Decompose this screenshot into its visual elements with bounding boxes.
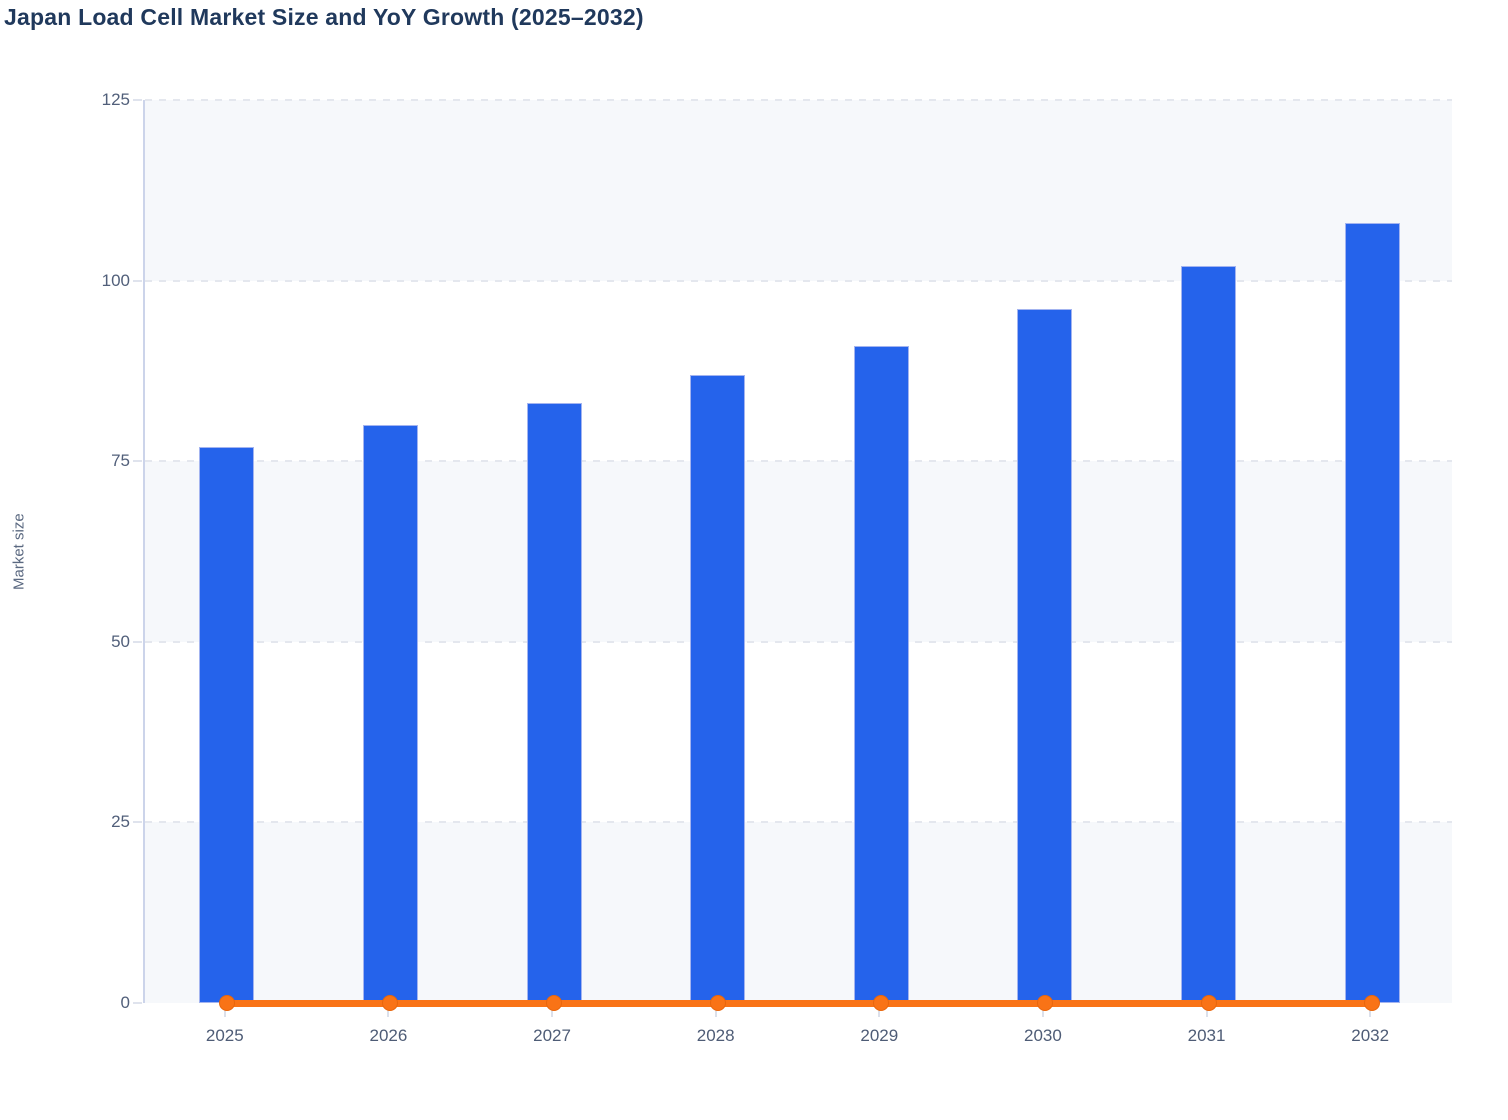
bar-2025[interactable] <box>199 446 255 1003</box>
bar-2027[interactable] <box>526 403 582 1003</box>
x-tick-label-2030: 2030 <box>1024 1026 1062 1045</box>
gridline <box>145 640 1452 643</box>
x-tick-label-2032: 2032 <box>1351 1026 1390 1045</box>
bar-2031[interactable] <box>1181 266 1237 1003</box>
plot-band <box>145 461 1452 642</box>
chart-title: Japan Load Cell Market Size and YoY Grow… <box>4 4 644 30</box>
y-tick-mark <box>133 460 142 463</box>
y-tick-label: 25 <box>111 812 130 832</box>
x-tick-label-2029: 2029 <box>860 1026 899 1045</box>
plot-band <box>145 822 1452 1003</box>
y-tick-label: 75 <box>111 451 130 471</box>
gridline <box>145 821 1452 824</box>
yoy-marker-2028[interactable] <box>709 995 726 1011</box>
y-tick-label: 125 <box>101 90 130 109</box>
y-tick-mark <box>133 821 142 824</box>
y-tick-label: 100 <box>101 270 130 290</box>
y-tick-mark <box>133 640 142 643</box>
plot-band <box>145 100 1452 281</box>
yoy-marker-2026[interactable] <box>382 995 399 1011</box>
y-tick-mark <box>133 279 142 282</box>
yoy-marker-2029[interactable] <box>873 995 890 1011</box>
gridline <box>145 279 1452 282</box>
yoy-marker-2025[interactable] <box>218 995 235 1011</box>
plot-area <box>143 99 1452 1011</box>
y-tick-mark <box>133 99 142 101</box>
x-tick-label-2027: 2027 <box>533 1026 571 1045</box>
yoy-marker-2027[interactable] <box>546 995 563 1011</box>
bar-2026[interactable] <box>362 425 418 1003</box>
x-tick-label-2026: 2026 <box>369 1026 408 1045</box>
y-tick-mark <box>133 1002 142 1004</box>
yoy-marker-2032[interactable] <box>1364 995 1381 1011</box>
yoy-marker-2030[interactable] <box>1036 995 1053 1011</box>
bar-2028[interactable] <box>690 374 746 1003</box>
x-tick-label-2031: 2031 <box>1187 1026 1226 1045</box>
yoy-marker-2031[interactable] <box>1200 995 1217 1011</box>
gridline <box>145 460 1452 463</box>
x-tick-label-2025: 2025 <box>205 1026 244 1045</box>
bar-2030[interactable] <box>1017 309 1073 1003</box>
y-tick-label: 0 <box>120 993 130 1012</box>
gridline <box>145 99 1452 101</box>
bar-2032[interactable] <box>1344 222 1400 1003</box>
yoy-growth-line <box>226 999 1373 1007</box>
x-tick-label-2028: 2028 <box>696 1026 735 1045</box>
y-tick-label: 50 <box>111 631 130 651</box>
bar-2029[interactable] <box>853 345 909 1003</box>
y-axis-title: Market size <box>10 513 28 590</box>
